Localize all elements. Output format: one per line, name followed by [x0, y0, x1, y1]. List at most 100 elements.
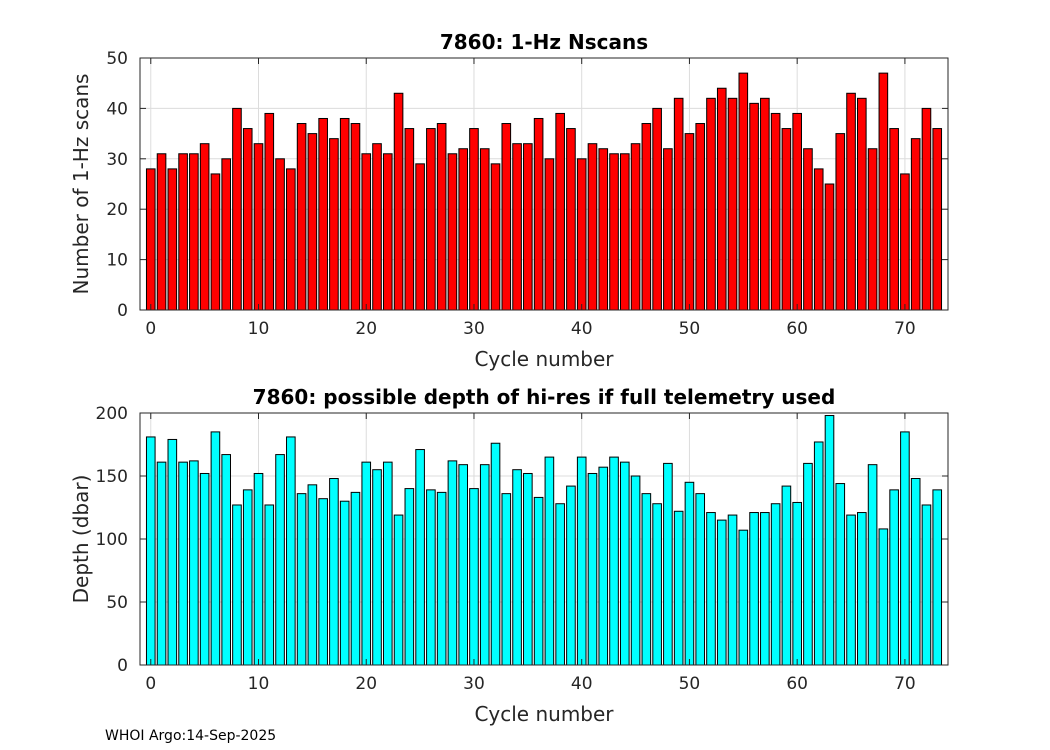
top-bar-cycle-44 — [619, 153, 630, 311]
top-bar-cycle-71 — [910, 138, 921, 311]
top-bar-cycle-41 — [587, 143, 598, 311]
bottom-bar-cycle-29 — [458, 464, 469, 666]
bottom-bar-cycle-56 — [749, 512, 759, 666]
bottom-bar-cycle-31 — [479, 464, 490, 666]
top-y-tick-label: 0 — [117, 301, 128, 321]
top-bar-cycle-57 — [760, 97, 770, 311]
top-x-tick-label: 10 — [248, 319, 270, 339]
bottom-bar-cycle-41 — [587, 472, 598, 666]
top-bar-cycle-50 — [684, 133, 695, 311]
bottom-bar-cycle-48 — [663, 462, 673, 666]
bottom-bar-cycle-37 — [544, 456, 555, 666]
bottom-bar-cycle-40 — [576, 456, 587, 666]
top-bar-cycle-10 — [253, 143, 264, 311]
top-bar-cycle-16 — [318, 117, 328, 311]
bottom-bar-cycle-3 — [178, 461, 188, 666]
bottom-bar-cycle-15 — [307, 484, 318, 666]
top-y-tick-label: 40 — [106, 99, 128, 119]
bottom-bar-cycle-52 — [706, 512, 716, 666]
top-bar-cycle-9 — [242, 128, 253, 311]
bottom-x-tick-label: 0 — [145, 674, 156, 694]
bottom-bar-cycle-17 — [329, 478, 339, 666]
bottom-bar-cycle-66 — [857, 512, 867, 666]
bottom-bar-cycle-71 — [910, 478, 921, 666]
bottom-bar-cycle-58 — [770, 503, 781, 666]
bottom-bar-cycle-0 — [145, 436, 156, 666]
top-bar-cycle-56 — [749, 102, 759, 311]
bottom-bar-cycle-1 — [156, 461, 167, 666]
bottom-bar-cycle-14 — [296, 493, 307, 666]
top-x-tick-label: 70 — [894, 319, 916, 339]
top-bar-cycle-59 — [781, 128, 792, 311]
bottom-x-tick-label: 60 — [786, 674, 808, 694]
top-x-tick-label: 60 — [786, 319, 808, 339]
bottom-bar-cycle-13 — [286, 436, 296, 666]
bottom-bar-cycle-33 — [501, 493, 512, 666]
bottom-bar-cycle-70 — [900, 431, 910, 666]
top-x-tick-label: 50 — [679, 319, 701, 339]
top-bar-cycle-13 — [286, 168, 296, 311]
bottom-bar-cycle-30 — [469, 488, 479, 666]
bottom-bar-cycle-73 — [932, 489, 943, 666]
bottom-x-tick-label: 40 — [571, 674, 593, 694]
bottom-bar-cycle-67 — [867, 464, 878, 666]
top-bar-cycle-31 — [479, 148, 490, 311]
top-bar-cycle-72 — [921, 107, 932, 311]
top-bar-cycle-52 — [706, 97, 716, 311]
bottom-bar-cycle-63 — [824, 415, 835, 666]
top-bar-cycle-8 — [232, 107, 242, 311]
bottom-y-tick-label: 200 — [96, 404, 128, 424]
bottom-bar-cycle-45 — [630, 475, 641, 666]
bottom-y-tick-label: 100 — [96, 530, 128, 550]
top-bar-cycle-48 — [663, 148, 673, 311]
top-bar-cycle-60 — [792, 112, 802, 311]
bottom-bar-cycle-35 — [523, 472, 533, 666]
bottom-bar-cycle-32 — [490, 442, 501, 666]
bottom-bar-cycle-2 — [167, 438, 178, 666]
top-bar-cycle-19 — [350, 123, 361, 311]
bottom-y-tick-label: 150 — [96, 467, 128, 487]
top-bar-cycle-63 — [824, 183, 835, 311]
top-bar-cycle-25 — [415, 163, 425, 311]
bottom-bar-cycle-7 — [221, 454, 231, 666]
top-bar-cycle-61 — [803, 148, 813, 311]
bottom-bar-cycle-11 — [264, 504, 275, 666]
top-bar-cycle-15 — [307, 133, 318, 311]
bottom-bar-cycle-64 — [835, 483, 846, 666]
bottom-y-tick-label: 50 — [106, 593, 128, 613]
top-bar-cycle-3 — [178, 153, 188, 311]
top-axes-box — [139, 57, 949, 311]
bottom-bar-cycle-16 — [318, 498, 328, 666]
bottom-x-tick-label: 30 — [463, 674, 485, 694]
bottom-bar-cycle-62 — [813, 441, 824, 666]
bottom-x-axis-label: Cycle number — [474, 702, 614, 726]
bottom-bar-cycle-36 — [533, 496, 544, 666]
top-chart-panel: 0 10 20 30 40 50 60 70 0 10 20 30 40 50 7860: 1-Hz Nsc… — [69, 30, 949, 371]
top-x-tick-label: 30 — [463, 319, 485, 339]
bottom-bar-cycle-60 — [792, 501, 802, 666]
top-x-axis-label: Cycle number — [474, 347, 614, 371]
bottom-bar-cycle-51 — [695, 493, 706, 666]
bottom-chart-title: 7860: possible depth of hi-res if full t… — [253, 385, 836, 409]
top-bar-cycle-22 — [382, 153, 393, 311]
top-bar-cycle-36 — [533, 117, 544, 311]
top-bar-cycle-49 — [673, 97, 684, 311]
bottom-bar-cycle-44 — [619, 461, 630, 666]
top-bar-cycle-21 — [372, 143, 382, 311]
bottom-x-tick-label: 70 — [894, 674, 916, 694]
top-bar-cycle-23 — [393, 92, 404, 311]
top-bar-cycle-70 — [900, 173, 910, 311]
bottom-x-tick-label: 10 — [248, 674, 270, 694]
bottom-bar-cycle-27 — [436, 491, 447, 666]
top-y-tick-label: 20 — [106, 200, 128, 220]
top-bar-cycle-66 — [857, 97, 867, 311]
top-bar-cycle-64 — [835, 133, 846, 311]
top-bar-cycle-37 — [544, 158, 555, 311]
bottom-bar-cycle-24 — [404, 488, 415, 666]
top-bar-cycle-53 — [716, 87, 727, 311]
top-x-tick-label: 40 — [571, 319, 593, 339]
bottom-bar-cycle-61 — [803, 462, 813, 666]
top-bar-cycle-40 — [576, 158, 587, 311]
top-bar-cycle-5 — [199, 143, 210, 311]
bottom-bar-cycle-43 — [609, 456, 619, 666]
